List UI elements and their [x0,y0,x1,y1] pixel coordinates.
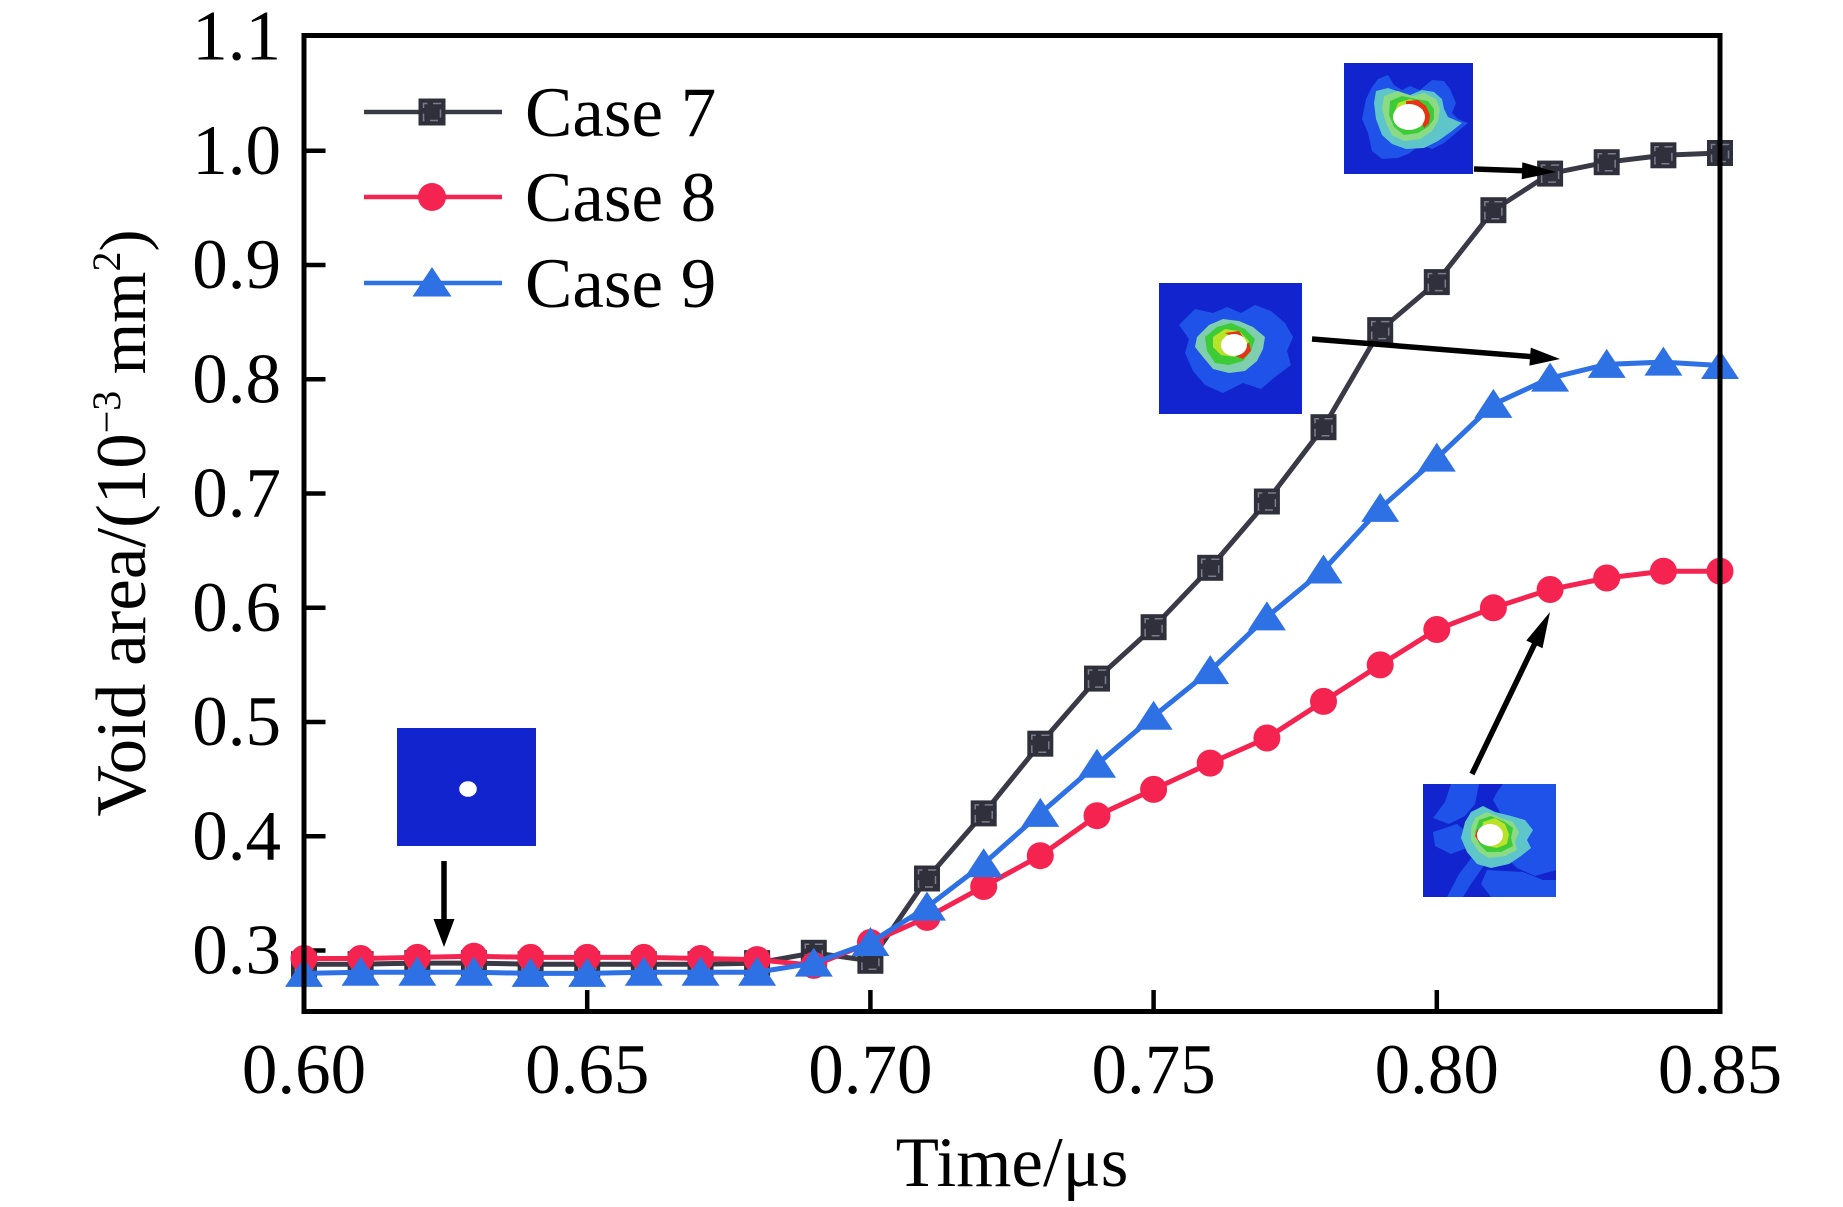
svg-text:Time/μs: Time/μs [896,1124,1129,1202]
svg-text:0.65: 0.65 [525,1031,649,1109]
svg-text:Case 8: Case 8 [525,159,716,237]
svg-text:Void area/(10−3 mm2): Void area/(10−3 mm2) [83,230,161,817]
svg-text:0.70: 0.70 [808,1031,932,1109]
svg-text:Case 7: Case 7 [525,74,716,152]
svg-text:0.3: 0.3 [192,912,281,990]
svg-text:1.0: 1.0 [192,112,281,190]
svg-text:0.75: 0.75 [1091,1031,1215,1109]
svg-text:0.85: 0.85 [1658,1031,1782,1109]
svg-text:0.80: 0.80 [1375,1031,1499,1109]
svg-text:0.8: 0.8 [192,340,281,418]
svg-text:0.60: 0.60 [242,1031,366,1109]
svg-text:0.6: 0.6 [192,569,281,647]
svg-text:Case 9: Case 9 [525,245,716,323]
svg-text:0.5: 0.5 [192,683,281,761]
svg-text:0.7: 0.7 [192,455,281,533]
svg-text:1.1: 1.1 [192,0,281,76]
svg-text:0.9: 0.9 [192,226,281,304]
svg-text:0.4: 0.4 [192,797,281,875]
